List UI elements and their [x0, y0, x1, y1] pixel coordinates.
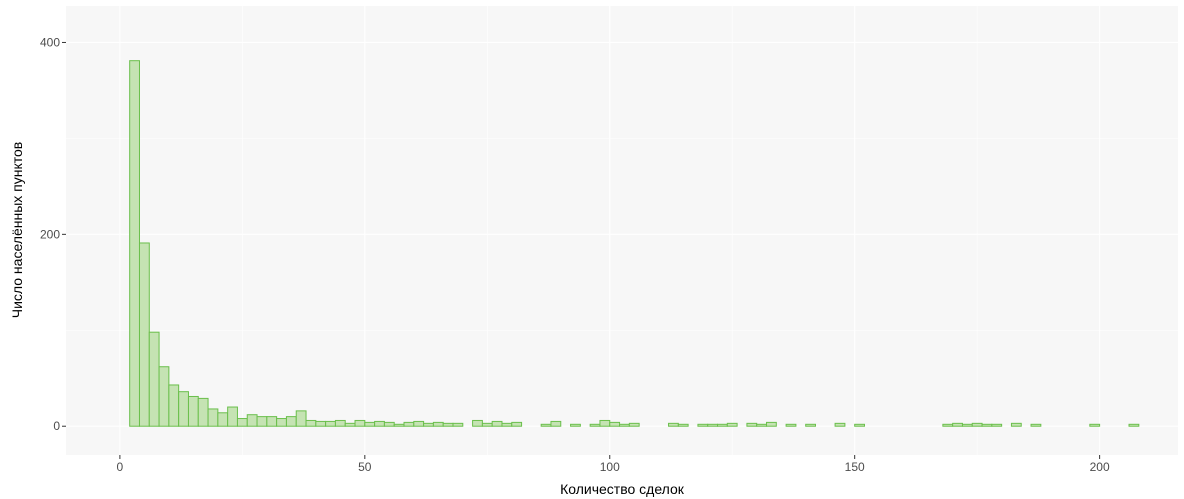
- histogram-bar: [276, 418, 287, 427]
- y-tick-label: 200: [40, 227, 60, 241]
- histogram-bar: [677, 423, 689, 427]
- histogram-bar: [344, 422, 356, 427]
- histogram-bar: [158, 366, 170, 427]
- histogram-bar: [952, 422, 963, 427]
- y-tick-label: 0: [53, 419, 60, 433]
- histogram-bar: [403, 421, 415, 427]
- histogram-bar: [1128, 423, 1140, 427]
- histogram-bar: [256, 416, 268, 427]
- histogram-bar: [472, 419, 483, 427]
- histogram-bar: [697, 423, 709, 427]
- plot-panel: [66, 6, 1178, 455]
- histogram-bars: [129, 60, 1140, 427]
- histogram-bar: [1010, 422, 1022, 427]
- histogram-bar: [334, 419, 346, 427]
- histogram-bar: [599, 419, 611, 427]
- histogram-bar: [628, 422, 640, 427]
- histogram-bar: [452, 422, 464, 427]
- histogram-bar: [619, 423, 630, 427]
- histogram-bar: [354, 419, 366, 427]
- histogram-bar: [148, 331, 160, 427]
- histogram-bar: [364, 421, 376, 427]
- histogram-bar: [138, 242, 150, 427]
- histogram-bar: [805, 423, 816, 427]
- histogram-bar: [374, 420, 385, 427]
- histogram-bar: [1030, 423, 1042, 427]
- histogram-bar: [942, 423, 954, 427]
- histogram-bar: [609, 421, 621, 427]
- histogram-bar: [423, 422, 434, 427]
- histogram-bar: [491, 420, 503, 427]
- histogram-bar: [207, 408, 219, 427]
- histogram-bar: [236, 418, 248, 427]
- histogram-bar: [413, 420, 425, 427]
- histogram-bar: [295, 410, 307, 427]
- histogram-bar: [668, 422, 679, 427]
- histogram-bar: [197, 397, 209, 427]
- histogram-bar: [756, 423, 768, 427]
- histogram-bar: [991, 423, 1003, 427]
- x-tick-label: 100: [600, 460, 620, 474]
- histogram-bar: [854, 423, 865, 427]
- histogram-bar: [550, 420, 562, 427]
- histogram-bar: [717, 423, 728, 427]
- y-axis-title: Число населённых пунктов: [9, 142, 25, 318]
- histogram-bar: [217, 412, 229, 427]
- histogram-bar: [511, 421, 523, 427]
- histogram-bar: [178, 391, 189, 427]
- histogram-bar: [187, 395, 199, 427]
- x-tick-label: 200: [1090, 460, 1110, 474]
- histogram-bar: [746, 422, 758, 427]
- histogram-bar: [540, 423, 552, 427]
- histogram-bar: [726, 422, 738, 427]
- histogram-bar: [589, 423, 601, 427]
- histogram-bar: [383, 421, 395, 427]
- histogram-bar: [393, 423, 405, 427]
- histogram-bar: [285, 416, 297, 427]
- histogram-bar: [432, 421, 444, 427]
- histogram-bar: [442, 422, 454, 427]
- histogram-bar: [501, 422, 513, 427]
- histogram-bar: [785, 423, 797, 427]
- histogram-bar: [570, 423, 581, 427]
- x-tick-label: 150: [845, 460, 865, 474]
- y-axis-ticks: 0 200 400: [40, 35, 66, 433]
- histogram-bar: [1089, 423, 1101, 427]
- histogram-bar: [168, 384, 180, 427]
- x-axis-title: Количество сделок: [560, 481, 685, 497]
- x-tick-label: 0: [117, 460, 124, 474]
- histogram-bar: [227, 406, 238, 427]
- histogram-bar: [129, 60, 140, 427]
- histogram-bar: [766, 421, 777, 427]
- y-tick-label: 400: [40, 35, 60, 49]
- histogram-bar: [266, 416, 278, 427]
- x-tick-label: 50: [358, 460, 372, 474]
- histogram-bar: [971, 422, 983, 427]
- histogram-bar: [246, 414, 258, 427]
- histogram-bar: [707, 423, 719, 427]
- histogram-bar: [315, 420, 327, 427]
- histogram-bar: [834, 422, 846, 427]
- histogram-bar: [481, 422, 493, 427]
- grid-lines: [66, 6, 1178, 455]
- x-axis-ticks: 0 50 100 150 200: [117, 455, 1110, 474]
- histogram-bar: [981, 423, 993, 427]
- histogram-bar: [325, 420, 336, 427]
- histogram-bar: [305, 419, 317, 427]
- histogram-bar: [961, 423, 973, 427]
